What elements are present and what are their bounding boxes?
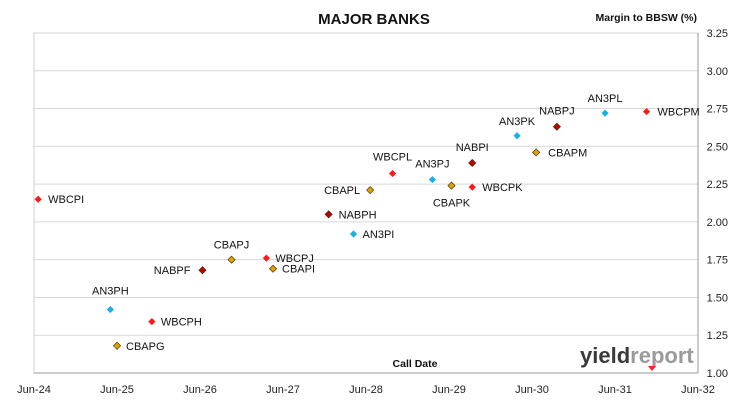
data-point-an3ph: [106, 305, 114, 314]
x-axis-title: Call Date: [393, 358, 438, 370]
data-point-cbapj: [227, 255, 236, 264]
data-point-an3pk: [513, 132, 521, 140]
y-tick-label: 2.75: [707, 104, 728, 116]
data-point-nabpi: [468, 158, 477, 167]
data-point-wbcpl: [388, 169, 397, 178]
point-label: AN3PJ: [415, 159, 449, 171]
x-tick-label: Jun-29: [432, 384, 466, 396]
point-label: AN3PK: [499, 116, 536, 128]
data-point-wbcpj: [262, 254, 270, 262]
data-point-cbapg: [112, 341, 122, 350]
point-label: AN3PI: [363, 229, 395, 241]
x-tick-label: Jun-27: [266, 384, 300, 396]
point-label: CBAPK: [433, 198, 471, 210]
data-point-an3pi: [349, 230, 358, 238]
y-tick-label: 1.25: [707, 330, 728, 342]
point-label: CBAPL: [324, 185, 360, 197]
chart-title: MAJOR BANKS: [318, 11, 430, 28]
y-tick-label: 2.00: [707, 217, 728, 229]
data-point-nabpf: [198, 266, 207, 275]
data-point-wbcpi: [34, 195, 42, 203]
y-tick-label: 1.50: [707, 292, 728, 304]
point-label: CBAPG: [126, 341, 165, 353]
point-label: AN3PL: [588, 93, 623, 105]
y-tick-label: 1.75: [707, 255, 728, 267]
point-label: WBCPI: [48, 194, 84, 206]
data-point-cbapi: [269, 264, 278, 273]
y-tick-label: 1.00: [707, 368, 728, 380]
point-label: NABPI: [456, 142, 489, 154]
yieldreport-logo: yieldreport: [580, 343, 694, 371]
logo-marker-icon: [648, 366, 656, 371]
data-point-wbcph: [148, 318, 156, 326]
point-label: CBAPJ: [214, 240, 249, 252]
point-label: WBCPH: [161, 317, 202, 329]
data-points: [34, 107, 651, 350]
data-point-wbcpk: [468, 183, 476, 191]
grid-lines: [34, 32, 698, 374]
point-label: WBCPL: [373, 152, 412, 164]
point-label: CBAPI: [282, 264, 315, 276]
x-tick-label: Jun-30: [515, 384, 549, 396]
data-point-cbapk: [447, 181, 456, 190]
point-label: WBCPM: [658, 107, 700, 119]
y-tick-label: 3.00: [707, 66, 728, 78]
y-tick-label: 2.25: [707, 179, 728, 191]
data-point-nabpj: [552, 122, 561, 131]
data-point-wbcpm: [642, 107, 651, 116]
data-point-nabph: [324, 210, 333, 219]
point-label: NABPF: [154, 265, 191, 277]
point-label: AN3PH: [92, 286, 129, 298]
x-tick-label: Jun-32: [681, 384, 715, 396]
data-point-an3pj: [428, 175, 436, 184]
point-label: WBCPK: [482, 182, 523, 194]
data-point-cbapl: [366, 186, 375, 195]
point-label: WBCPJ: [275, 253, 314, 265]
point-label: NABPJ: [539, 106, 574, 118]
data-point-cbapm: [532, 148, 541, 157]
x-tick-label: Jun-25: [100, 384, 134, 396]
data-point-an3pl: [601, 109, 609, 117]
y-tick-label: 3.25: [707, 28, 728, 40]
x-tick-labels: Jun-24 Jun-25 Jun-26 Jun-27 Jun-28 Jun-29 Jun-…: [17, 384, 715, 396]
x-tick-label: Jun-28: [349, 384, 383, 396]
logo-text: yieldreport: [580, 343, 694, 368]
plot-area: [33, 32, 699, 374]
point-label: NABPH: [339, 209, 377, 221]
x-tick-label: Jun-26: [183, 384, 217, 396]
point-labels: WBCPI AN3PH CBAPG WBCPH NABPF CBAPJ WBCPJCBAPI…: [48, 93, 700, 353]
point-label: CBAPM: [548, 147, 587, 159]
y-axis-title: Margin to BBSW (%): [596, 12, 698, 24]
y-tick-labels: 1.00 1.25 1.50 1.75 2.00 2.25 2.50 2.75 3.00 3.25: [707, 28, 728, 380]
y-tick-label: 2.50: [707, 141, 728, 153]
x-tick-label: Jun-24: [17, 384, 51, 396]
x-tick-label: Jun-31: [598, 384, 632, 396]
